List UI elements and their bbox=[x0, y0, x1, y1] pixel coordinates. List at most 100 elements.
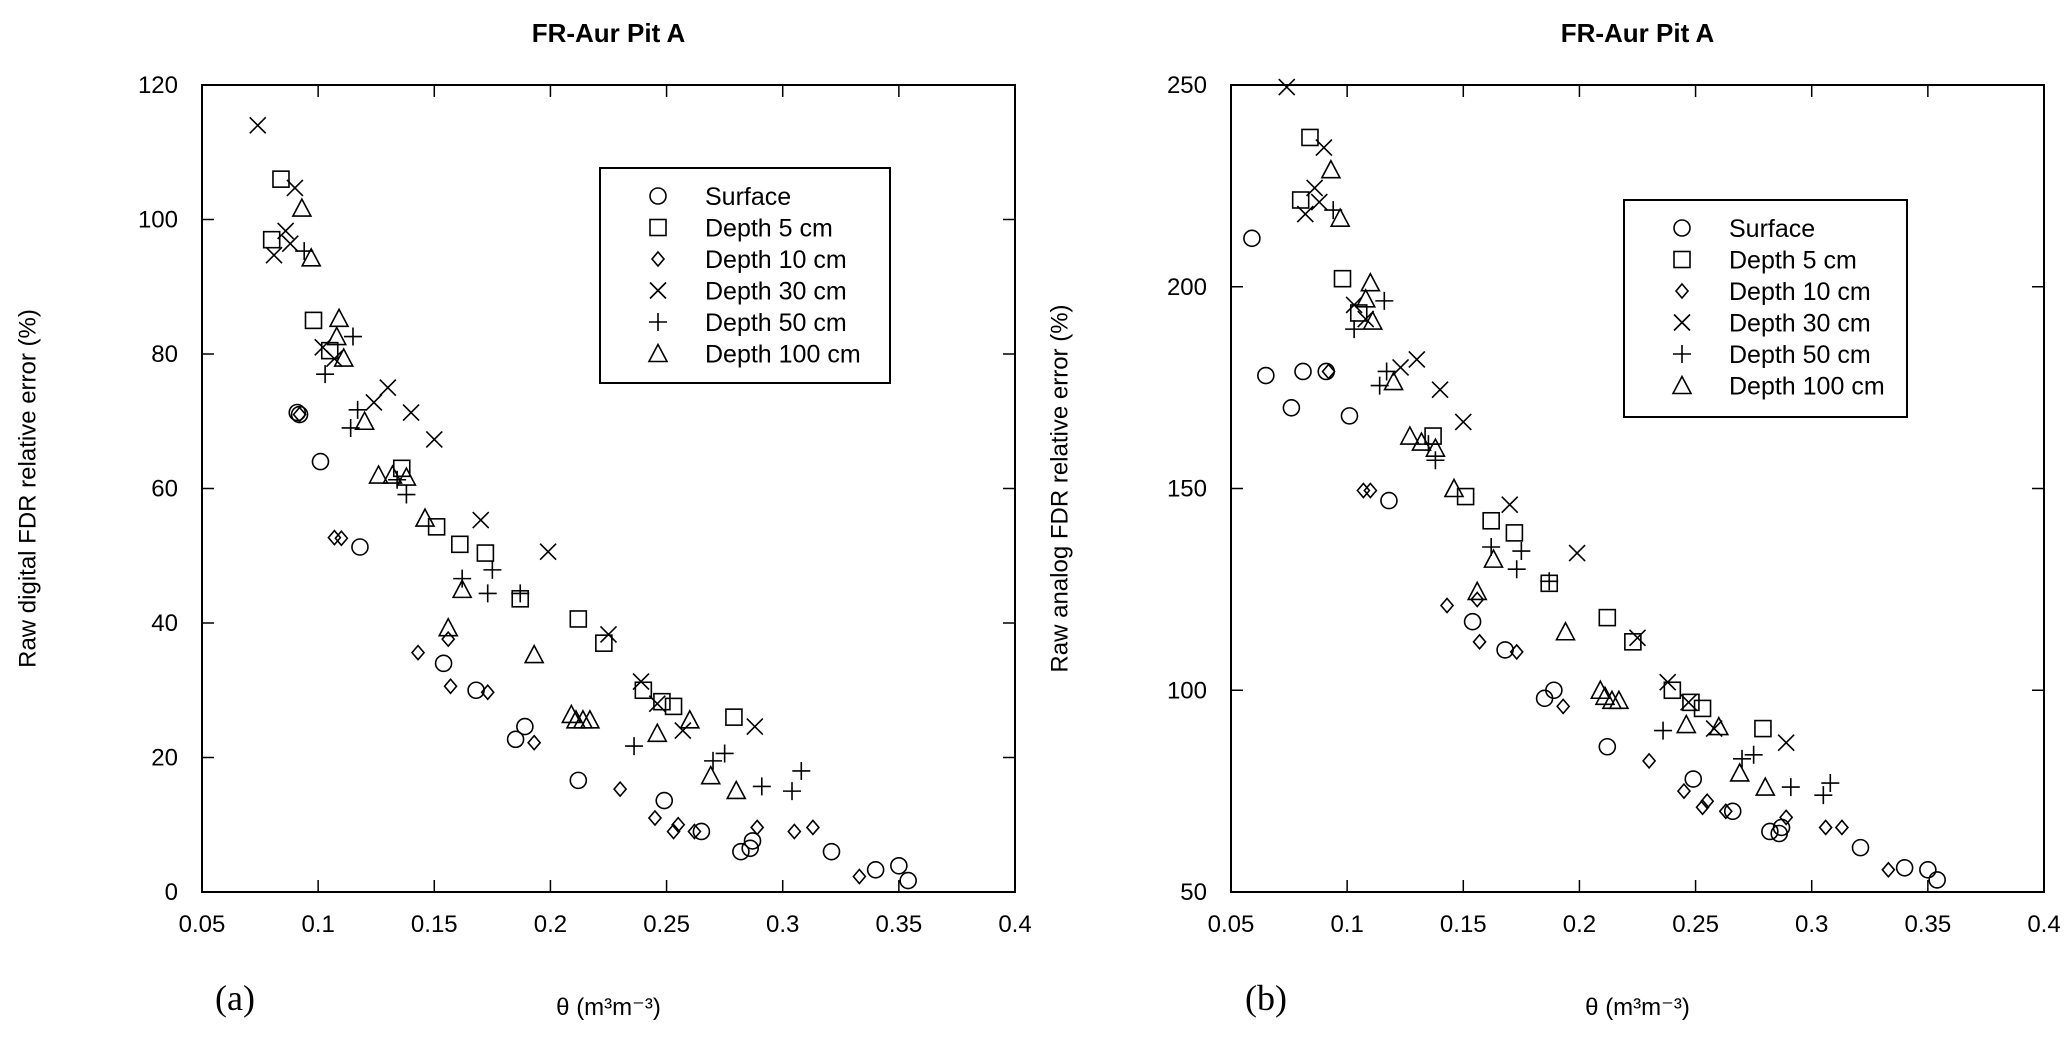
data-point-square bbox=[1663, 681, 1682, 700]
data-point-plus bbox=[1654, 721, 1673, 740]
data-point-diamond bbox=[1556, 698, 1571, 715]
legend-entry: Depth 30 cm bbox=[705, 278, 847, 306]
x-tick-label: 0.15 bbox=[1440, 911, 1487, 938]
data-point-diamond bbox=[1779, 809, 1794, 826]
y-tick-label: 50 bbox=[1180, 879, 1207, 906]
data-point-plus bbox=[625, 737, 644, 756]
data-point-circle bbox=[1294, 362, 1312, 381]
data-point-triangle bbox=[1708, 715, 1730, 736]
data-point-diamond bbox=[1321, 363, 1336, 380]
data-point-circle bbox=[1928, 871, 1946, 889]
x-tick-label: 0.3 bbox=[766, 911, 799, 938]
data-point-diamond bbox=[334, 530, 349, 547]
data-point-triangle bbox=[1383, 370, 1404, 391]
data-point-triangle bbox=[300, 247, 322, 267]
data-point-x bbox=[539, 543, 557, 561]
data-point-diamond bbox=[441, 630, 456, 648]
y-axis-label: Raw analog FDR relative error (%) bbox=[1046, 304, 1073, 672]
data-point-circle bbox=[1380, 491, 1398, 510]
legend-entry: Depth 50 cm bbox=[1729, 341, 1871, 369]
data-point-plus bbox=[1540, 572, 1559, 591]
data-point-circle bbox=[351, 538, 369, 556]
data-point-x bbox=[1680, 693, 1698, 711]
data-point-triangle bbox=[1608, 689, 1630, 710]
data-point-circle bbox=[1463, 612, 1482, 631]
data-point-plus bbox=[511, 584, 530, 603]
data-point-x bbox=[1345, 296, 1363, 314]
legend-triangle-icon bbox=[647, 342, 669, 363]
data-point-plus bbox=[704, 751, 723, 770]
data-point-square bbox=[1349, 304, 1368, 322]
legend-circle-icon bbox=[1673, 219, 1691, 237]
y-tick-label: 40 bbox=[151, 610, 178, 637]
data-point-x bbox=[1454, 413, 1472, 431]
x-axis-label: θ (m³m⁻³) bbox=[556, 994, 661, 1021]
data-point-triangle bbox=[725, 779, 747, 800]
data-point-triangle bbox=[328, 307, 350, 328]
data-point-plus bbox=[1744, 745, 1763, 764]
data-point-x bbox=[632, 672, 650, 691]
data-point-square bbox=[476, 544, 495, 562]
data-point-triangle bbox=[1754, 776, 1776, 796]
data-point-x bbox=[746, 717, 764, 736]
data-point-diamond bbox=[292, 406, 307, 423]
data-point-x bbox=[365, 393, 383, 411]
x-tick-label: 0.15 bbox=[411, 911, 458, 938]
y-tick-label: 100 bbox=[138, 207, 178, 234]
legend-square-icon bbox=[1673, 250, 1691, 269]
x-tick-label: 0.2 bbox=[1563, 911, 1596, 938]
x-tick-label: 0.3 bbox=[1795, 911, 1828, 938]
data-point-plus bbox=[1512, 542, 1531, 561]
data-point-square bbox=[1505, 524, 1524, 542]
data-point-x bbox=[1278, 78, 1296, 96]
legend-box bbox=[1623, 199, 1908, 418]
data-point-diamond bbox=[787, 823, 802, 840]
data-point-circle bbox=[569, 771, 588, 790]
data-point-square bbox=[262, 230, 281, 249]
data-point-circle bbox=[1895, 858, 1914, 877]
data-point-triangle bbox=[1362, 310, 1384, 330]
legend-plus-icon bbox=[649, 313, 667, 331]
chart-title: FR-Aur Pit A bbox=[532, 18, 686, 48]
data-point-triangle bbox=[646, 722, 668, 743]
data-point-plus bbox=[1507, 560, 1526, 579]
data-point-circle bbox=[741, 839, 759, 858]
data-point-triangle bbox=[561, 703, 582, 724]
data-point-square bbox=[1301, 128, 1319, 147]
data-point-triangle bbox=[1555, 621, 1576, 641]
legend-plus-icon bbox=[1673, 345, 1691, 363]
data-point-triangle bbox=[437, 616, 459, 637]
data-point-square bbox=[451, 535, 469, 554]
data-point-x bbox=[472, 511, 490, 529]
data-point-triangle bbox=[700, 764, 722, 785]
panel-label: (b) bbox=[1245, 978, 1287, 1018]
data-point-plus bbox=[1377, 362, 1396, 381]
legend-entry: Surface bbox=[705, 183, 791, 211]
data-point-diamond bbox=[410, 644, 426, 661]
x-tick-label: 0.25 bbox=[1672, 911, 1719, 938]
data-point-x bbox=[674, 722, 692, 740]
data-point-x bbox=[325, 350, 343, 368]
legend: Surface Depth 5 cm Depth 10 cm Depth 30 cm D… bbox=[1623, 199, 1908, 418]
data-point-circle bbox=[1598, 737, 1617, 756]
data-point-x bbox=[286, 179, 304, 197]
data-point-diamond bbox=[443, 677, 458, 695]
data-point-plus bbox=[792, 761, 811, 780]
data-point-square bbox=[634, 681, 653, 700]
data-point-diamond bbox=[1642, 752, 1657, 770]
data-point-circle bbox=[288, 403, 307, 422]
data-point-diamond bbox=[1676, 782, 1692, 800]
data-point-triangle bbox=[1425, 437, 1446, 457]
data-point-diamond bbox=[1881, 861, 1896, 879]
data-point-x bbox=[281, 235, 299, 253]
data-point-triangle bbox=[1590, 679, 1611, 700]
legend-box bbox=[599, 167, 891, 384]
data-point-plus bbox=[1375, 291, 1394, 310]
data-point-triangle bbox=[579, 709, 601, 729]
legend-entry: Surface bbox=[1729, 215, 1815, 243]
data-point-triangle bbox=[1355, 288, 1377, 308]
data-point-diamond bbox=[1700, 792, 1715, 810]
series-depth-100-cm bbox=[1320, 159, 1776, 796]
data-point-square bbox=[1333, 269, 1352, 288]
data-point-plus bbox=[783, 782, 802, 801]
